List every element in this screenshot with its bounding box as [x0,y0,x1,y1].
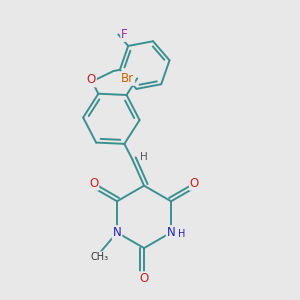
Text: O: O [190,177,199,190]
Text: N: N [113,226,122,239]
Text: Br: Br [121,72,134,85]
Text: O: O [89,177,98,190]
Text: O: O [87,74,96,86]
Text: H: H [140,152,147,162]
Text: CH₃: CH₃ [90,252,108,262]
Text: F: F [121,28,128,41]
Text: N: N [167,226,176,239]
Text: H: H [178,229,185,239]
Text: O: O [140,272,149,285]
